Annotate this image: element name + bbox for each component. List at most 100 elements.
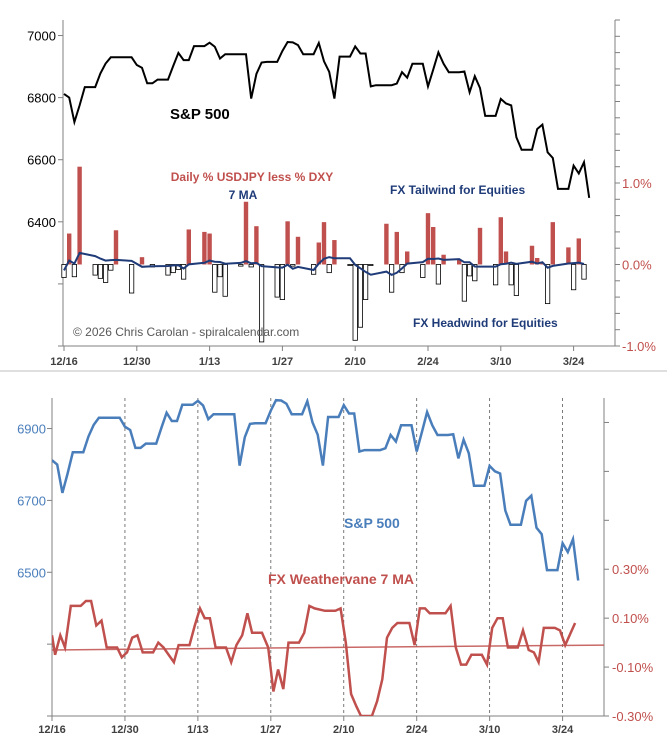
- x-axis-tick-label: 2/10: [344, 356, 365, 368]
- sp500-line: [63, 40, 591, 199]
- right-axis-tick-label: 0.30%: [612, 562, 649, 577]
- fx-daily-bar: [477, 227, 483, 265]
- fx-daily-bar: [113, 230, 119, 265]
- tailwind-label: FX Tailwind for Equities: [390, 183, 525, 197]
- fx-daily-bar: [425, 213, 431, 265]
- fx-daily-bar: [279, 264, 286, 300]
- fx-daily-bar: [503, 251, 509, 265]
- fx-daily-bar: [92, 264, 98, 276]
- fx-daily-bar: [316, 242, 321, 265]
- fx-daily-bar: [388, 264, 395, 293]
- fx-daily-bar: [103, 264, 109, 283]
- fx-daily-bar: [290, 264, 296, 267]
- fx-daily-bar: [352, 264, 358, 341]
- fx-daily-bar: [394, 231, 399, 265]
- sp500-line: [52, 398, 580, 581]
- fx-daily-bar: [529, 245, 535, 265]
- plot-area: [52, 398, 604, 716]
- fx-daily-bar: [457, 259, 462, 265]
- fx-daily-bar: [435, 264, 442, 285]
- x-axis-tick-label: 1/13: [199, 356, 220, 368]
- fx-daily-bar: [165, 264, 171, 276]
- fx-daily-bar: [295, 236, 301, 265]
- fx-daily-bar: [243, 201, 249, 265]
- fx-daily-bar: [202, 231, 207, 265]
- left-axis-tick-label: 6600: [27, 153, 56, 168]
- weathervane-trendline: [52, 644, 604, 651]
- x-axis-tick-label: 3/10: [490, 356, 511, 368]
- fx-daily-bar: [492, 264, 499, 286]
- x-axis-tick-label: 3/10: [479, 724, 500, 736]
- fx-daily-bar: [420, 264, 426, 278]
- fx-daily-bar: [217, 264, 223, 278]
- fx-daily-bar: [248, 264, 254, 268]
- fx-daily-bar: [498, 217, 503, 265]
- x-axis-tick-label: 2/24: [406, 724, 428, 736]
- x-axis-tick-label: 3/24: [552, 724, 574, 736]
- fx-daily-bar: [550, 222, 555, 265]
- fx-daily-bar: [431, 227, 436, 265]
- top-chart-panel: 7000 6800 6600 6400 1.0% 0.0% -1.0% 12/16 12/30 1…: [27, 19, 656, 368]
- fx-daily-bar: [326, 264, 332, 274]
- x-axis-tick-label: 12/16: [38, 724, 66, 736]
- right-axis-tick-label: 1.0%: [622, 176, 652, 191]
- fx-daily-bar: [571, 264, 577, 291]
- fx-daily-bar: [139, 257, 145, 265]
- fx-daily-bar: [67, 233, 72, 265]
- fx-daily-bar: [77, 166, 82, 265]
- right-axis-tick-label: -0.30%: [612, 709, 654, 724]
- x-axis-tick-label: 12/16: [50, 356, 78, 368]
- x-axis-tick-label: 12/30: [123, 356, 151, 368]
- fx-7ma-line: [63, 251, 585, 277]
- fx-daily-bar: [274, 264, 280, 298]
- x-axis-tick-label: 2/10: [333, 724, 354, 736]
- fx-daily-bar: [97, 264, 103, 279]
- fx-daily-bar: [357, 264, 364, 328]
- fx-daily-bar: [384, 223, 389, 265]
- fx-daily-bar: [508, 264, 514, 286]
- headwind-label: FX Headwind for Equities: [413, 316, 558, 330]
- fx-daily-bar: [466, 264, 473, 277]
- fx-daily-bar: [368, 264, 374, 266]
- weathervane-label: FX Weathervane 7 MA: [268, 571, 414, 587]
- fx-daily-bar: [545, 264, 551, 305]
- fx-daily-bar: [258, 264, 265, 343]
- weathervane-line: [52, 599, 577, 716]
- fx-daily-bar: [332, 240, 337, 265]
- right-axis-tick-label: 0.0%: [622, 258, 652, 273]
- fx-daily-bar: [347, 264, 353, 266]
- fx-daily-bar: [461, 264, 468, 302]
- left-axis-tick-label: 6700: [17, 493, 46, 508]
- fx-daily-bar: [222, 264, 228, 297]
- x-axis-tick-label: 1/13: [187, 724, 208, 736]
- fx-daily-bar: [321, 222, 327, 265]
- copyright-text: © 2026 Chris Carolan - spiralcalendar.co…: [73, 325, 299, 339]
- bars-series-label: Daily % USDJPY less % DXY: [171, 170, 334, 184]
- fx-daily-bar: [285, 221, 290, 265]
- fx-daily-bar: [186, 229, 191, 265]
- x-axis-tick-label: 1/27: [272, 356, 293, 368]
- fx-daily-bar: [207, 233, 212, 265]
- fx-daily-bar: [254, 226, 259, 265]
- ma-series-label: 7 MA: [229, 188, 258, 202]
- left-axis-tick-label: 6500: [17, 565, 46, 580]
- fx-daily-bar: [180, 264, 187, 280]
- bottom-chart-panel: 12/16 12/30 1/13 1/27 2/10 2/24 3/10 3/24 6900 67…: [17, 398, 654, 736]
- bottom-sp500-label: S&P 500: [344, 515, 400, 531]
- right-axis-tick-label: 0.10%: [612, 611, 649, 626]
- fx-daily-bar: [405, 251, 410, 265]
- x-axis-tick-label: 3/24: [563, 356, 585, 368]
- fx-daily-bar: [576, 238, 581, 265]
- fx-daily-bar: [540, 262, 545, 265]
- fx-daily-bar: [362, 264, 369, 300]
- fx-daily-bar: [71, 264, 77, 278]
- left-axis-tick-label: 6800: [27, 91, 56, 106]
- x-axis-tick-label: 12/30: [111, 724, 139, 736]
- fx-daily-bar: [61, 264, 67, 278]
- fx-daily-bar: [128, 264, 135, 294]
- x-axis-tick-label: 1/27: [260, 724, 281, 736]
- fx-daily-bar: [566, 247, 571, 265]
- left-axis-tick-label: 6900: [17, 422, 46, 437]
- fx-daily-bar: [108, 264, 114, 271]
